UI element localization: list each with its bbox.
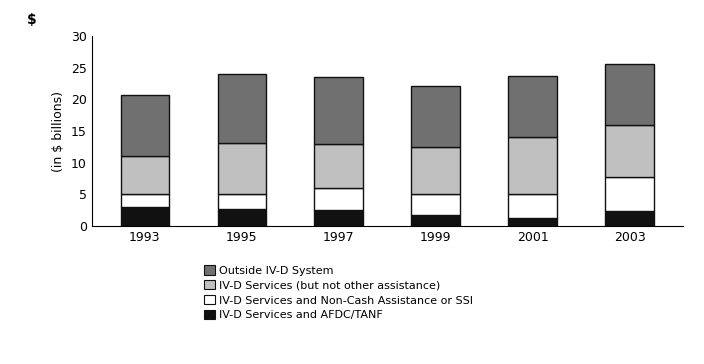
- Bar: [508, 75, 557, 137]
- Bar: [120, 95, 169, 156]
- Bar: [120, 194, 169, 207]
- Bar: [120, 207, 169, 226]
- Legend: Outside IV-D System, IV-D Services (but not other assistance), IV-D Services and: Outside IV-D System, IV-D Services (but …: [203, 265, 473, 320]
- Bar: [508, 137, 557, 194]
- Bar: [218, 194, 266, 209]
- Bar: [411, 194, 460, 215]
- Bar: [218, 209, 266, 226]
- Bar: [315, 188, 363, 210]
- Bar: [411, 215, 460, 226]
- Bar: [605, 125, 654, 177]
- Bar: [508, 218, 557, 226]
- Bar: [411, 86, 460, 147]
- Bar: [218, 143, 266, 194]
- Bar: [508, 194, 557, 218]
- Bar: [605, 64, 654, 125]
- Bar: [605, 211, 654, 226]
- Bar: [315, 78, 363, 144]
- Bar: [315, 210, 363, 226]
- Bar: [605, 177, 654, 211]
- Y-axis label: (in $ billions): (in $ billions): [52, 91, 65, 171]
- Text: $: $: [27, 13, 36, 27]
- Bar: [218, 74, 266, 143]
- Bar: [315, 144, 363, 188]
- Bar: [411, 147, 460, 194]
- Bar: [120, 156, 169, 194]
